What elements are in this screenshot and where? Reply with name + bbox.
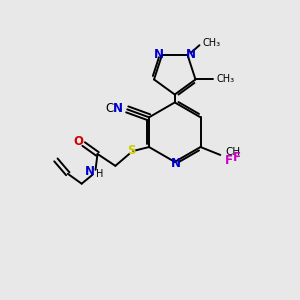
Text: N: N (85, 165, 94, 178)
Text: S: S (127, 143, 135, 157)
Text: C: C (105, 102, 113, 115)
Text: CH₃: CH₃ (216, 74, 234, 85)
Text: N: N (113, 102, 123, 115)
Text: F: F (225, 154, 233, 167)
Text: O: O (74, 135, 84, 148)
Text: CH₃: CH₃ (202, 38, 220, 48)
Text: H: H (96, 169, 103, 179)
Text: N: N (154, 48, 164, 61)
Text: N: N (186, 48, 196, 61)
Text: N: N (171, 158, 181, 170)
Text: F: F (233, 152, 241, 164)
Text: CH: CH (225, 147, 240, 157)
